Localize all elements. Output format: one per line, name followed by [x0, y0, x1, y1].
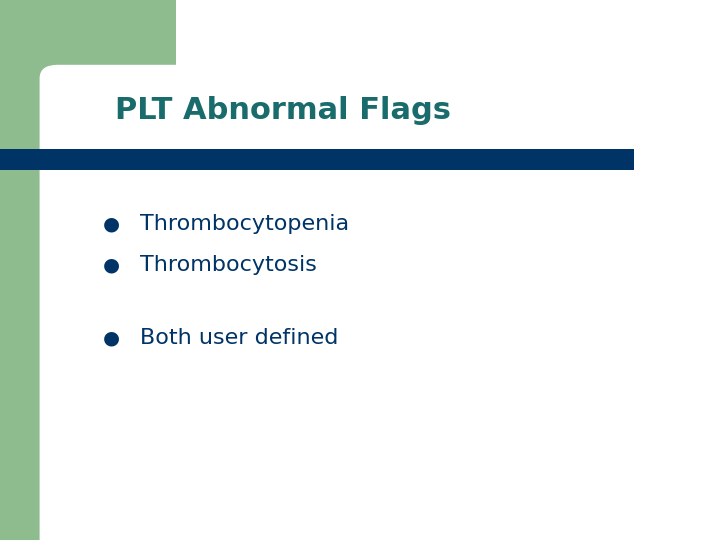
- Text: Thrombocytosis: Thrombocytosis: [140, 254, 318, 275]
- Text: ●: ●: [103, 328, 120, 347]
- Text: Thrombocytopenia: Thrombocytopenia: [140, 214, 349, 234]
- Bar: [0, 0, 65, 540]
- Text: ●: ●: [103, 214, 120, 234]
- Text: PLT Abnormal Flags: PLT Abnormal Flags: [115, 96, 451, 125]
- Bar: [0, 0, 176, 100]
- Bar: [0, 148, 634, 170]
- Text: Both user defined: Both user defined: [140, 327, 339, 348]
- FancyBboxPatch shape: [40, 65, 720, 540]
- Text: ●: ●: [103, 255, 120, 274]
